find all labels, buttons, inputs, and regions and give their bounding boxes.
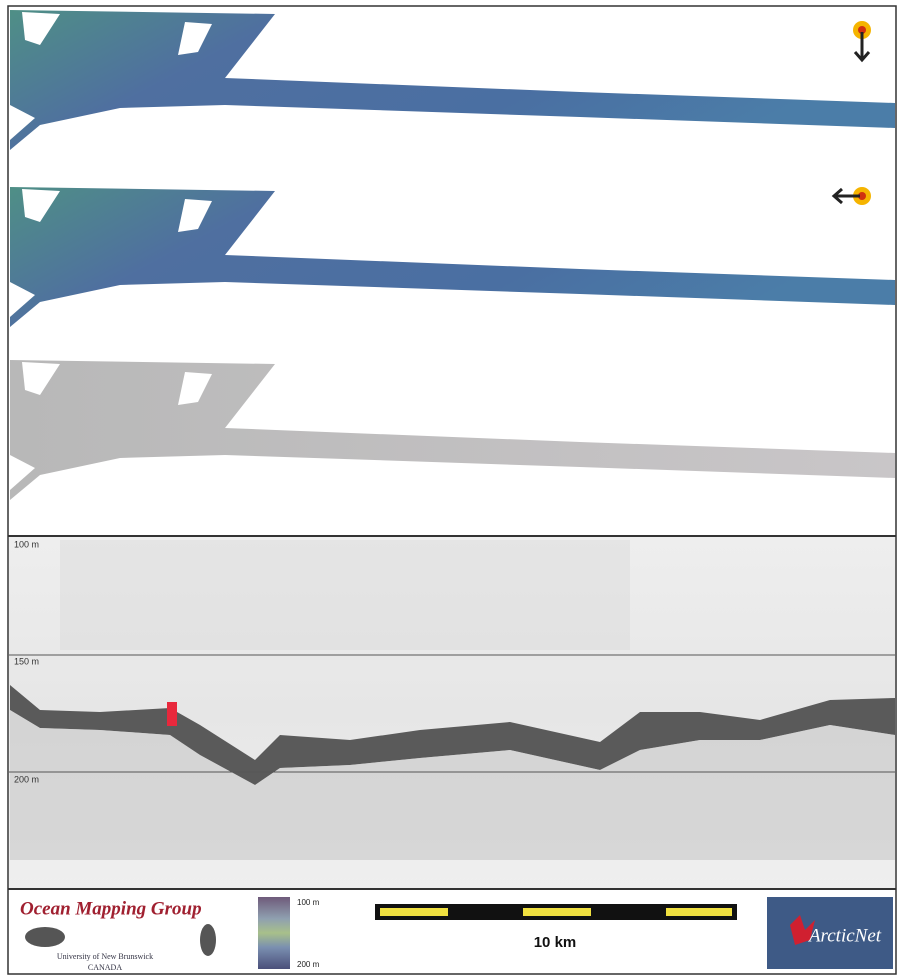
scale-segment: [666, 908, 732, 916]
logo-shape: [200, 924, 216, 956]
layering: [60, 540, 630, 650]
scale-segment: [523, 908, 591, 916]
partner-name: ArcticNet: [807, 925, 882, 946]
colorbar: [258, 897, 290, 969]
colorbar-label: 100 m: [297, 898, 320, 907]
figure: 100 m 150 m 200 m Ocean Mapping Group Un…: [0, 0, 899, 978]
position-marker: [167, 702, 177, 726]
scale-label: 10 km: [534, 934, 577, 951]
university: University of New Brunswick: [57, 952, 153, 961]
scale-segment: [380, 908, 448, 916]
colorbar-label: 200 m: [297, 960, 320, 969]
logo-shape: [25, 927, 65, 947]
depth-label: 100 m: [14, 539, 39, 549]
country: CANADA: [88, 963, 122, 972]
depth-label: 150 m: [14, 656, 39, 666]
group-name: Ocean Mapping Group: [20, 898, 202, 919]
depth-label: 200 m: [14, 774, 39, 784]
